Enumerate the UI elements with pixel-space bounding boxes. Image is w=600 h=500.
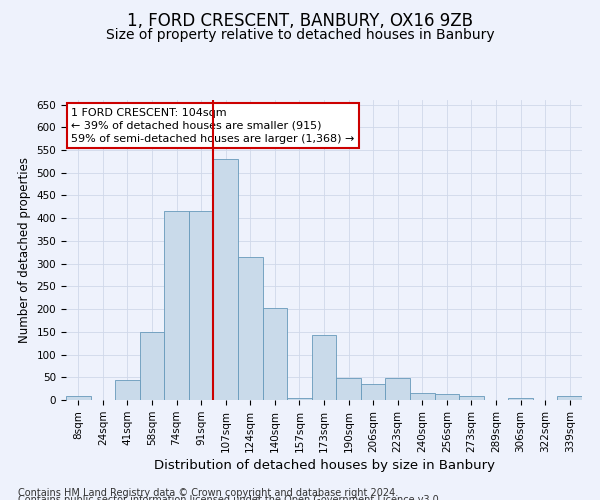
Text: 1 FORD CRESCENT: 104sqm
← 39% of detached houses are smaller (915)
59% of semi-d: 1 FORD CRESCENT: 104sqm ← 39% of detache… <box>71 108 355 144</box>
Bar <box>140 332 164 400</box>
Text: Contains public sector information licensed under the Open Government Licence v3: Contains public sector information licen… <box>18 495 442 500</box>
Bar <box>336 378 361 400</box>
Bar <box>287 398 312 400</box>
Bar <box>263 308 287 400</box>
Bar <box>434 394 459 400</box>
Bar <box>361 384 385 400</box>
Bar <box>385 378 410 400</box>
Text: 1, FORD CRESCENT, BANBURY, OX16 9ZB: 1, FORD CRESCENT, BANBURY, OX16 9ZB <box>127 12 473 30</box>
Bar <box>508 398 533 400</box>
Bar <box>312 335 336 400</box>
Bar <box>214 159 238 400</box>
Y-axis label: Number of detached properties: Number of detached properties <box>18 157 31 343</box>
Bar <box>410 393 434 400</box>
X-axis label: Distribution of detached houses by size in Banbury: Distribution of detached houses by size … <box>154 459 494 472</box>
Bar <box>557 396 582 400</box>
Bar <box>238 257 263 400</box>
Bar <box>115 380 140 400</box>
Text: Contains HM Land Registry data © Crown copyright and database right 2024.: Contains HM Land Registry data © Crown c… <box>18 488 398 498</box>
Bar <box>459 396 484 400</box>
Bar <box>189 212 214 400</box>
Bar <box>164 212 189 400</box>
Bar <box>66 396 91 400</box>
Text: Size of property relative to detached houses in Banbury: Size of property relative to detached ho… <box>106 28 494 42</box>
